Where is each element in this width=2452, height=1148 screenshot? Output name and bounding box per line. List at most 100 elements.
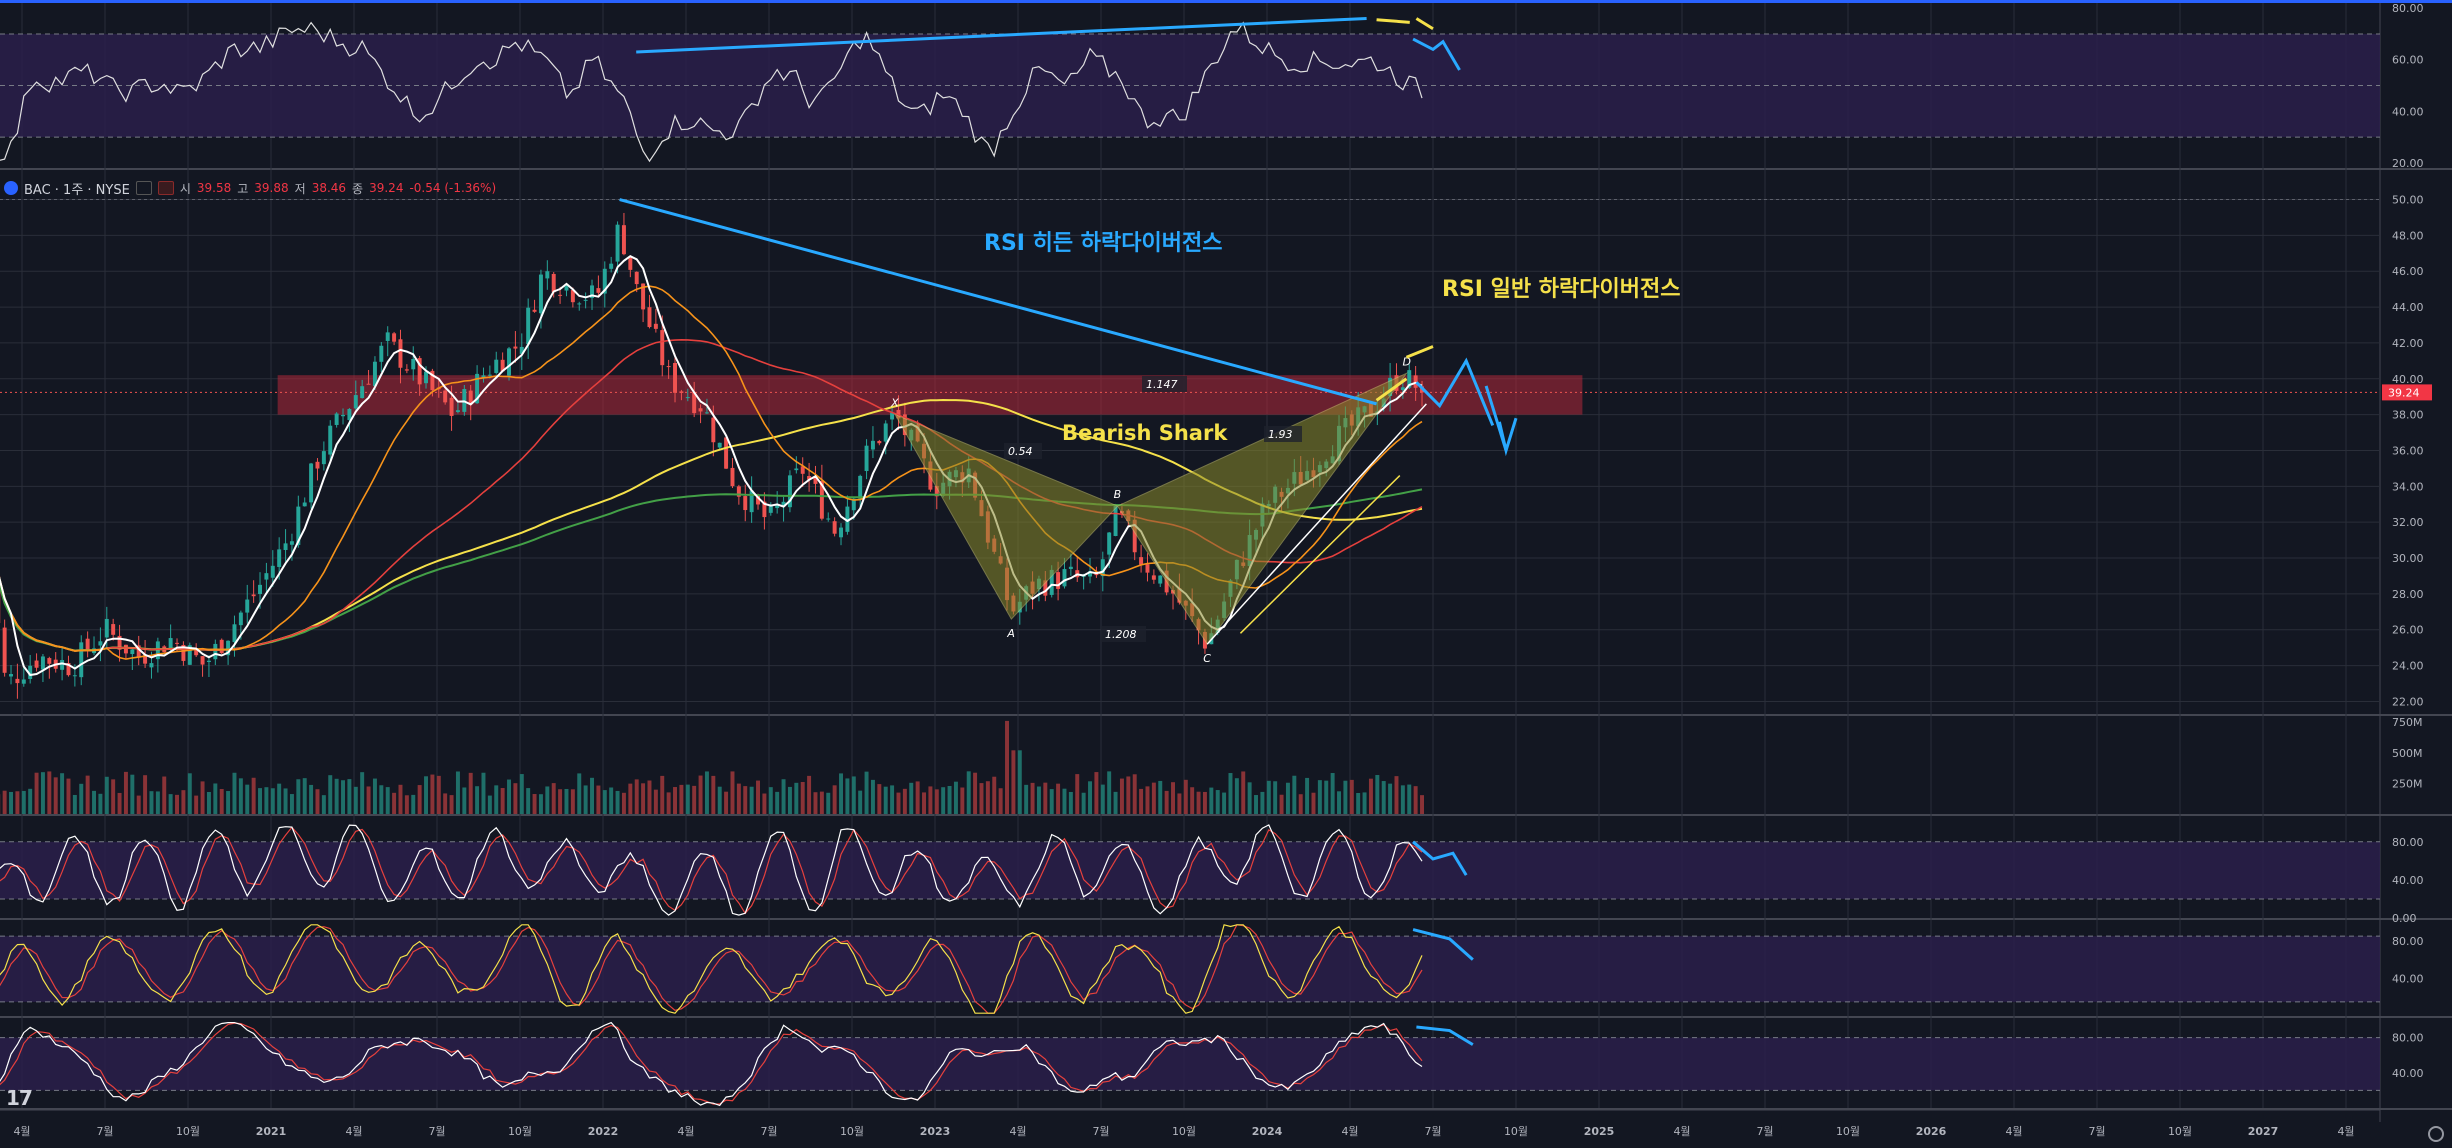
price-axis-tick: 40.00 xyxy=(2392,373,2424,386)
high-value: 39.88 xyxy=(254,181,289,195)
volume-bar xyxy=(341,780,345,814)
candle-body xyxy=(775,503,780,509)
volume-bar xyxy=(998,788,1003,814)
candle-body xyxy=(749,490,754,513)
stochastic-main-line xyxy=(0,924,1423,1014)
symbol-info-bar[interactable]: BAC · 1주 · NYSE 시 39.58 고 39.88 저 38.46 종 39… xyxy=(4,178,496,198)
candle-body xyxy=(692,391,697,414)
candle-body xyxy=(870,440,875,450)
volume-bar xyxy=(372,778,377,814)
candle-body xyxy=(660,330,665,366)
candle-body xyxy=(494,359,499,373)
volume-bar xyxy=(902,788,907,814)
candle-body xyxy=(839,527,843,538)
symbol-name[interactable]: BAC · 1주 · NYSE xyxy=(24,182,130,198)
candle-body xyxy=(264,573,269,580)
volume-bar xyxy=(513,783,518,814)
stoch-rsi-axis-tick: 40.00 xyxy=(2392,874,2424,887)
volume-bar xyxy=(813,792,818,814)
volume-bar xyxy=(966,771,971,814)
rsi-axis-tick: 20.00 xyxy=(2392,157,2424,170)
candle-body xyxy=(334,413,339,425)
volume-bar xyxy=(922,792,926,814)
volume-bar xyxy=(155,791,160,814)
volume-bar xyxy=(1330,773,1335,814)
alert-icon[interactable] xyxy=(157,181,174,195)
candle-body xyxy=(647,307,652,328)
volume-bar xyxy=(602,790,607,814)
volume-bar xyxy=(92,790,96,814)
volume-bar xyxy=(526,788,531,814)
volume-bar xyxy=(98,793,103,814)
volume-bar xyxy=(947,785,952,814)
volume-bar xyxy=(762,793,767,814)
volume-bar xyxy=(775,791,780,814)
x-axis-tick: 4월 xyxy=(2005,1125,2022,1138)
y-axis-labels: 80.00 60.00 40.00 20.00 50.00 48.00 46.00 44.00… xyxy=(2392,2,2424,1080)
volume-bar xyxy=(973,772,978,814)
volume-bar xyxy=(481,772,486,814)
volume-bar xyxy=(379,785,384,814)
volume-bar xyxy=(507,779,511,814)
settings-gear-icon[interactable] xyxy=(2428,1126,2444,1142)
volume-bar xyxy=(1388,783,1393,814)
volume-bar xyxy=(264,787,269,814)
price-axis-tick: 22.00 xyxy=(2392,695,2424,708)
candle-body xyxy=(194,649,199,656)
volume-bar xyxy=(941,787,946,814)
volume-bar xyxy=(143,775,148,814)
candle-body xyxy=(590,285,594,299)
candle-body xyxy=(130,649,135,655)
volume-bar xyxy=(1215,790,1220,814)
volume-bar xyxy=(730,771,735,814)
candle-body xyxy=(685,397,690,399)
volume-bar xyxy=(953,781,958,814)
volume-bar xyxy=(187,773,192,814)
collapse-icon[interactable] xyxy=(135,181,152,195)
volume-bar xyxy=(219,789,224,814)
volume-bar xyxy=(1368,778,1373,814)
volume-bar xyxy=(641,783,646,814)
candle-body xyxy=(475,373,480,404)
candle-body xyxy=(104,618,109,638)
volume-bar xyxy=(277,783,282,814)
price-divergence-yellow-line-2 xyxy=(1405,345,1434,359)
volume-bar xyxy=(1209,787,1214,814)
candle-body xyxy=(123,644,128,654)
volume-bar xyxy=(845,778,850,814)
volume-bar xyxy=(794,782,799,814)
candle-body xyxy=(321,451,326,465)
candle-body xyxy=(1158,575,1163,584)
volume-bar xyxy=(47,771,52,814)
volume-bar xyxy=(736,783,741,814)
candle-body xyxy=(315,461,320,469)
projection-arrow-1 xyxy=(1415,357,1495,426)
candle-body xyxy=(768,505,773,513)
x-axis-tick: 10월 xyxy=(508,1125,532,1138)
stochastic-projection-curve xyxy=(1412,928,1474,961)
annotation-hidden-divergence: RSI 히든 하락다이버전스 xyxy=(984,231,1222,256)
volume-bar xyxy=(1132,774,1137,814)
volume-bar xyxy=(992,776,997,814)
price-axis-tick: 36.00 xyxy=(2392,444,2424,457)
candle-body xyxy=(717,442,722,448)
smoothed-oscillator-band xyxy=(0,1037,2380,1091)
rsi-regular-divergence-line-2 xyxy=(1415,17,1434,31)
change-value: -0.54 (-1.36%) xyxy=(409,181,497,195)
volume-bar xyxy=(596,785,601,814)
candle-body xyxy=(883,423,888,442)
volume-bar xyxy=(558,789,563,814)
volume-bar xyxy=(321,795,326,814)
volume-bar xyxy=(1317,780,1322,814)
candle-body xyxy=(819,480,824,519)
low-value: 38.46 xyxy=(311,181,347,195)
candle-body xyxy=(206,660,211,663)
volume-bar xyxy=(60,773,65,814)
volume-bar xyxy=(839,773,843,814)
ratio-label-bg xyxy=(1264,426,1302,442)
volume-bar xyxy=(877,784,882,814)
candle-body xyxy=(500,359,505,372)
volume-bar xyxy=(1183,779,1188,814)
volume-bar xyxy=(743,786,748,814)
